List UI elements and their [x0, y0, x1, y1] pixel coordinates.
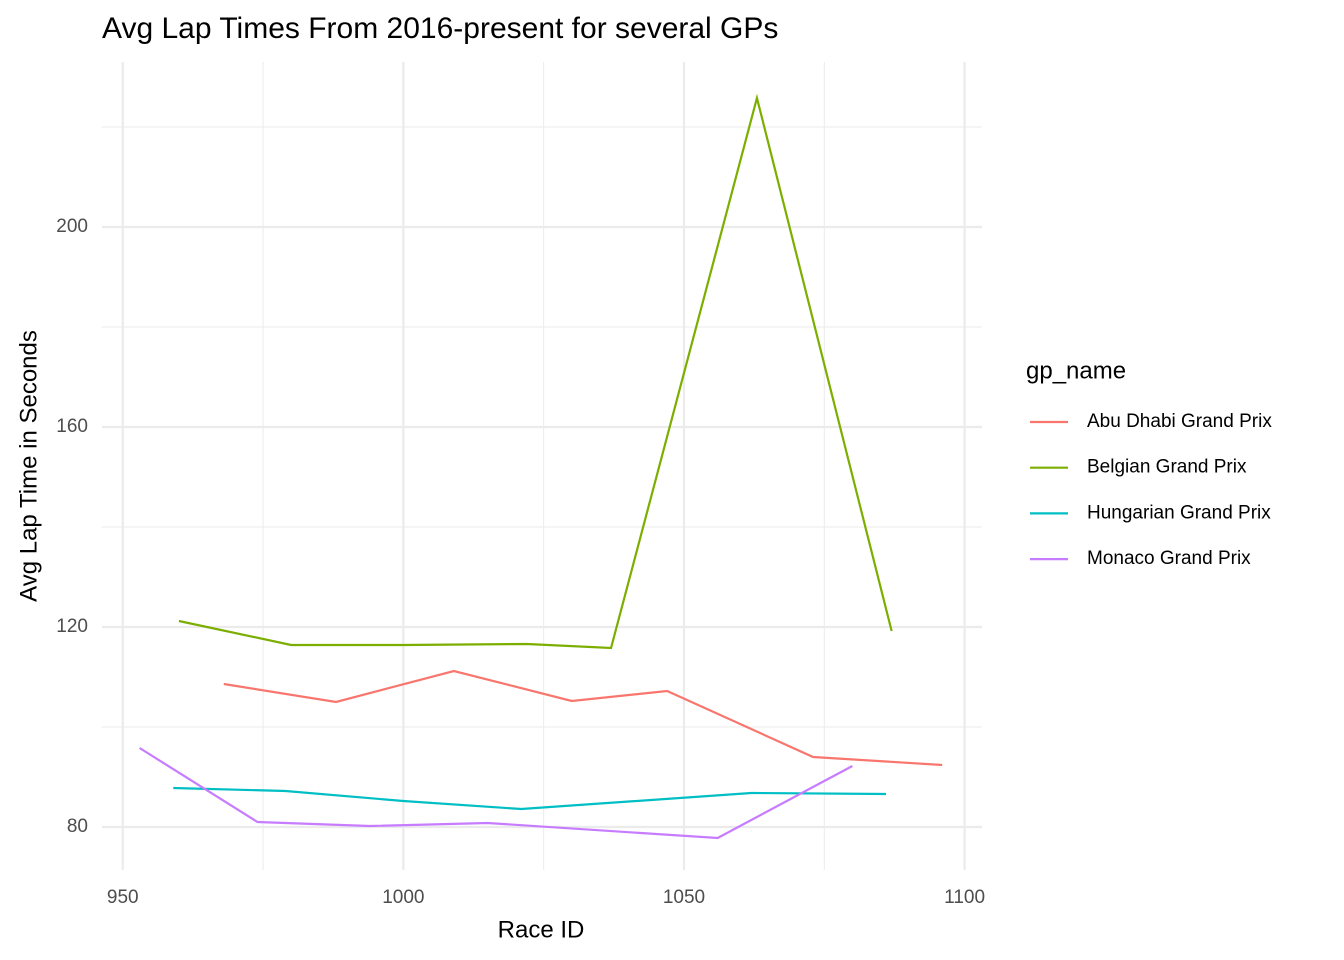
series-line — [173, 786, 887, 811]
legend-label: Belgian Grand Prix — [1087, 457, 1247, 478]
y-tick-label: 160 — [56, 416, 88, 437]
legend-label: Hungarian Grand Prix — [1087, 502, 1271, 523]
legend-title: gp_name — [1026, 357, 1126, 384]
legend-label: Abu Dhabi Grand Prix — [1087, 411, 1272, 432]
legend-label: Monaco Grand Prix — [1087, 548, 1251, 569]
x-tick-label: 1050 — [663, 887, 705, 908]
chart-title: Avg Lap Times From 2016-present for seve… — [102, 12, 778, 45]
y-tick-label: 80 — [67, 816, 88, 837]
y-tick-label: 120 — [56, 616, 88, 637]
series-line — [178, 93, 893, 650]
x-tick-label: 1100 — [944, 887, 985, 908]
y-tick-label: 200 — [56, 216, 88, 237]
series-line — [139, 747, 853, 840]
x-axis-title: Race ID — [498, 916, 585, 943]
x-tick-label: 1000 — [382, 887, 424, 908]
x-tick-label: 950 — [107, 887, 139, 908]
series-line — [223, 669, 943, 767]
y-axis-title: Avg Lap Time in Seconds — [15, 330, 42, 602]
